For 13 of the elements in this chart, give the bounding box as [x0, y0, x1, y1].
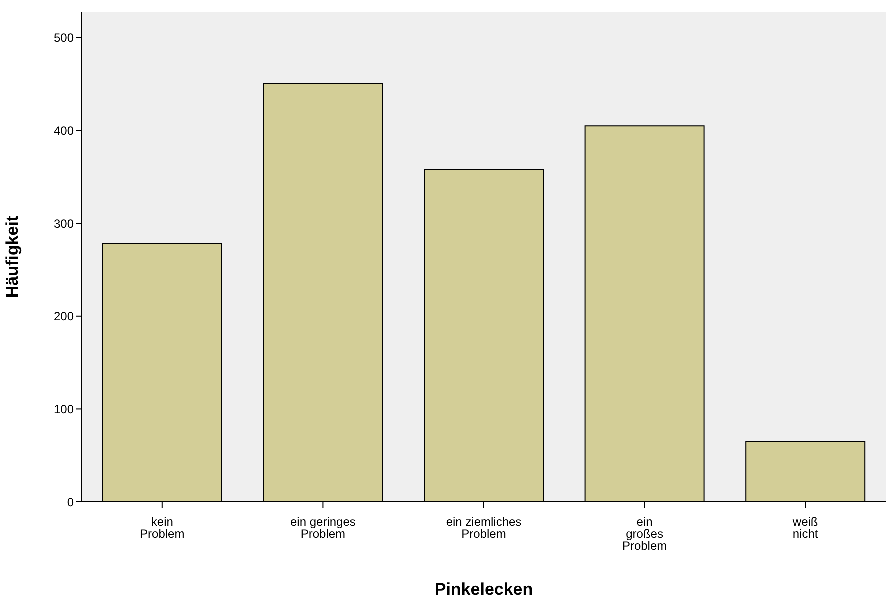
y-tick-label: 500 — [54, 31, 74, 46]
y-axis-title: Häufigkeit — [3, 216, 22, 298]
x-axis-title: Pinkelecken — [434, 580, 534, 599]
x-tick-label: ein geringes Problem — [290, 515, 356, 541]
y-tick-label: 100 — [54, 402, 74, 416]
x-tick-label: weiß nicht — [792, 515, 819, 541]
x-tick-label: ein ziemliches Problem — [446, 515, 522, 541]
y-tick-label: 300 — [54, 216, 74, 231]
y-tick-label: 0 — [67, 495, 74, 510]
y-tick-label: 400 — [54, 124, 74, 138]
y-tick-label: 200 — [54, 310, 74, 324]
x-tick-label: kein Problem — [140, 515, 185, 541]
x-tick-label: ein großes Problem — [622, 515, 668, 553]
